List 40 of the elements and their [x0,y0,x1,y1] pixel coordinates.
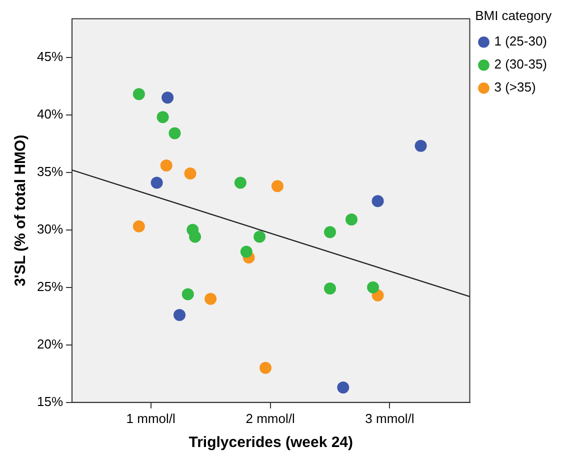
point [234,176,246,189]
point [174,308,186,321]
legend-title: BMI category [475,8,552,24]
y-axis-title: 3'SL (% of total HMO) [12,134,30,286]
point [367,281,380,294]
point [182,288,194,300]
x-axis-title: Triglycerides (week 24) [188,434,354,452]
point [184,168,196,180]
legend-label: 2 (30-35) [494,56,547,72]
y-tick-label: 35% [36,164,64,179]
point [372,195,384,208]
point [337,381,350,394]
point [204,292,217,305]
point [324,226,336,238]
x-tick-label: 1 mmol/l [126,410,176,426]
point [254,230,266,243]
point [189,230,202,243]
y-tick-label: 30% [36,221,64,236]
point [162,92,174,104]
point [260,362,272,374]
point [271,180,284,192]
point [156,111,169,124]
y-tick-label: 25% [36,278,64,294]
y-tick-label: 20% [36,336,64,352]
point [414,140,427,152]
point [346,214,358,226]
point [240,246,252,258]
point [324,282,336,295]
point [160,159,172,172]
x-tick-label: 3 mmol/l [365,410,414,426]
point [132,88,145,100]
point [168,127,181,140]
point [150,176,163,189]
legend-label: 1 (25-30) [494,34,547,49]
y-tick-label: 40% [36,106,64,122]
point [132,220,145,232]
y-tick-label: 15% [36,394,64,409]
legend-label: 3 (>35) [494,80,536,95]
y-tick-label: 45% [36,48,64,64]
x-tick-label: 2 mmol/l [246,410,295,426]
